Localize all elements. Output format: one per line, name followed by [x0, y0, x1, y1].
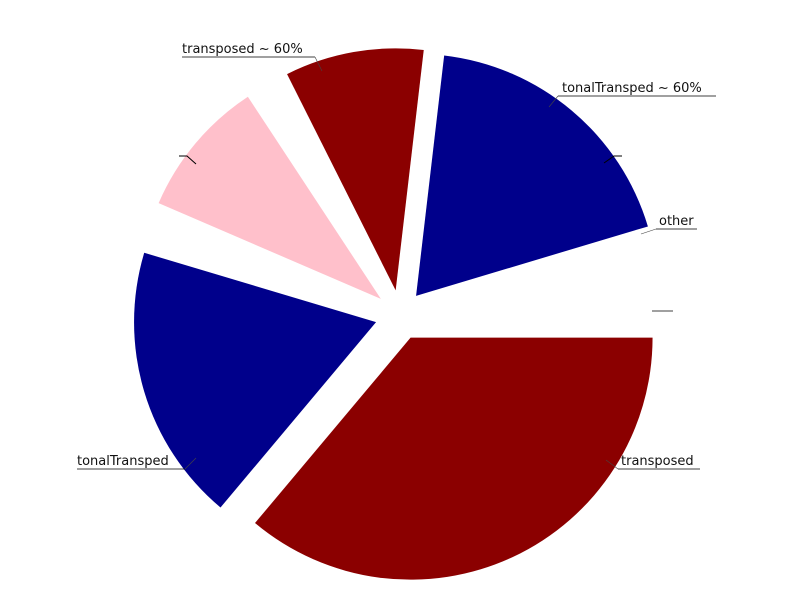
pie-slice-transposed-6	[134, 252, 377, 508]
leader-line	[548, 95, 559, 108]
empty-label-marks	[179, 155, 673, 312]
label-transposed-60: transposed ~ 60%	[182, 42, 323, 72]
empty-label-mark-left	[179, 155, 197, 165]
slice-label-other: other	[659, 214, 694, 229]
leader-line	[605, 459, 619, 470]
leader-line	[314, 56, 323, 72]
label-tonaltransped: tonalTransped	[77, 454, 197, 470]
label-other: other	[640, 214, 697, 235]
slice-label-tonaltransped: tonalTransped	[77, 454, 169, 469]
slice-label-transposed: transposed	[621, 454, 694, 469]
slice-label-transposed-60: transposed ~ 60%	[182, 42, 303, 57]
pie-slice-blank-3	[254, 77, 388, 294]
pie-slice-transposed-60-1	[416, 55, 648, 296]
leader-line	[640, 228, 657, 235]
label-tonaltransped-60: tonalTransped ~ 60%	[548, 81, 716, 108]
pie-slice-tonaltransped-60-2	[287, 48, 424, 291]
pie-slice-tonaltransped-7	[255, 337, 653, 580]
pie-slice-blank-0	[424, 241, 667, 312]
pie-slice-other-4	[158, 96, 381, 299]
leader-line	[184, 457, 197, 470]
slice-label-tonaltransped-60: tonalTransped ~ 60%	[562, 81, 702, 96]
pie-slice-blank-5	[144, 210, 377, 307]
empty-label-mark-upper-right	[603, 155, 622, 164]
pie-slices	[134, 48, 667, 580]
label-transposed: transposed	[605, 454, 700, 470]
